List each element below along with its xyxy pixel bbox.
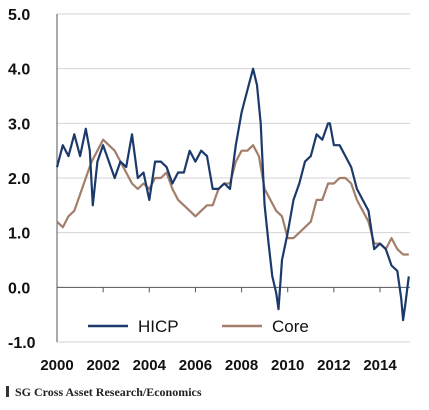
legend-label-hicp: HICP — [138, 317, 179, 336]
series-line-core — [56, 138, 409, 256]
gridlines — [57, 13, 410, 343]
y-tick-label: 0.0 — [8, 280, 30, 297]
x-tick-labels: 2000 2002 2004 2006 2008 2010 2012 2014 — [40, 357, 397, 374]
x-tick-label: 2010 — [271, 357, 304, 374]
source-note: SG Cross Asset Research/Economics — [6, 385, 202, 400]
x-tick-label: 2014 — [363, 357, 397, 374]
y-tick-label: 5.0 — [8, 7, 30, 24]
x-tick-label: 2004 — [133, 357, 167, 374]
series-lines — [55, 67, 410, 322]
x-tick-label: 2008 — [225, 357, 258, 374]
y-tick-label: 1.0 — [8, 226, 30, 243]
legend: HICP Core — [88, 317, 309, 336]
x-tick-label: 2012 — [317, 357, 350, 374]
series-line-hicp — [55, 67, 410, 322]
y-tick-label: 3.0 — [8, 116, 30, 133]
axes — [56, 14, 410, 342]
y-tick-labels: -1.0 0.0 1.0 2.0 3.0 4.0 5.0 — [8, 7, 36, 352]
source-text: SG Cross Asset Research/Economics — [15, 385, 202, 399]
x-tick-label: 2006 — [179, 357, 212, 374]
y-tick-label: -1.0 — [8, 335, 36, 352]
y-tick-label: 2.0 — [8, 171, 30, 188]
legend-label-core: Core — [272, 317, 309, 336]
x-tick-label: 2000 — [40, 357, 73, 374]
line-chart: -1.00.01.02.03.04.05.0 2000 2002 2004 2006 2… — [8, 7, 410, 374]
source-marker — [6, 386, 9, 397]
y-tick-label: 4.0 — [8, 62, 30, 79]
x-tick-label: 2002 — [86, 357, 119, 374]
